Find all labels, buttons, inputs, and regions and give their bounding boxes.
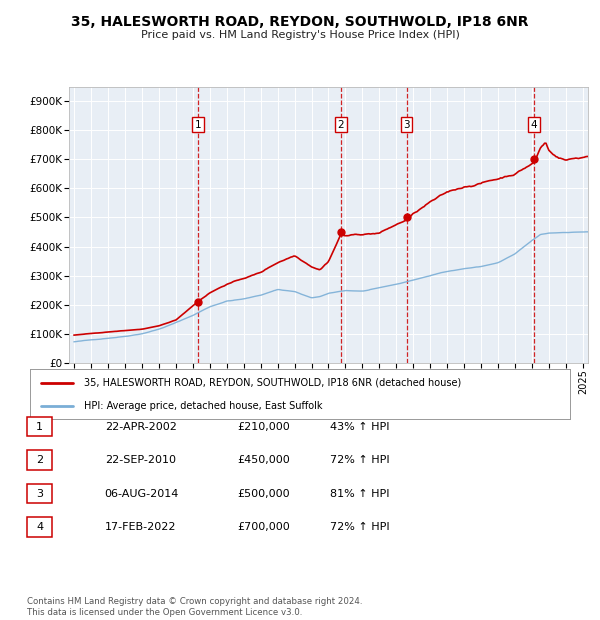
Text: 81% ↑ HPI: 81% ↑ HPI: [330, 489, 390, 498]
Text: 35, HALESWORTH ROAD, REYDON, SOUTHWOLD, IP18 6NR: 35, HALESWORTH ROAD, REYDON, SOUTHWOLD, …: [71, 16, 529, 30]
Text: £210,000: £210,000: [238, 422, 290, 432]
Text: 4: 4: [531, 120, 538, 130]
Text: £500,000: £500,000: [238, 489, 290, 498]
Text: Contains HM Land Registry data © Crown copyright and database right 2024.
This d: Contains HM Land Registry data © Crown c…: [27, 598, 362, 617]
Text: 2: 2: [36, 455, 43, 465]
Text: £450,000: £450,000: [238, 455, 290, 465]
Text: 1: 1: [36, 422, 43, 432]
Text: Price paid vs. HM Land Registry's House Price Index (HPI): Price paid vs. HM Land Registry's House …: [140, 30, 460, 40]
Text: £700,000: £700,000: [238, 522, 290, 532]
Text: 4: 4: [36, 522, 43, 532]
Text: 2: 2: [338, 120, 344, 130]
Text: 22-SEP-2010: 22-SEP-2010: [106, 455, 176, 465]
Text: HPI: Average price, detached house, East Suffolk: HPI: Average price, detached house, East…: [84, 401, 323, 411]
Text: 17-FEB-2022: 17-FEB-2022: [105, 522, 177, 532]
Text: 72% ↑ HPI: 72% ↑ HPI: [330, 522, 390, 532]
Text: 43% ↑ HPI: 43% ↑ HPI: [330, 422, 390, 432]
Text: 3: 3: [36, 489, 43, 498]
Text: 3: 3: [403, 120, 410, 130]
Text: 72% ↑ HPI: 72% ↑ HPI: [330, 455, 390, 465]
Text: 1: 1: [195, 120, 202, 130]
Text: 35, HALESWORTH ROAD, REYDON, SOUTHWOLD, IP18 6NR (detached house): 35, HALESWORTH ROAD, REYDON, SOUTHWOLD, …: [84, 378, 461, 388]
Text: 06-AUG-2014: 06-AUG-2014: [104, 489, 178, 498]
Text: 22-APR-2002: 22-APR-2002: [105, 422, 177, 432]
